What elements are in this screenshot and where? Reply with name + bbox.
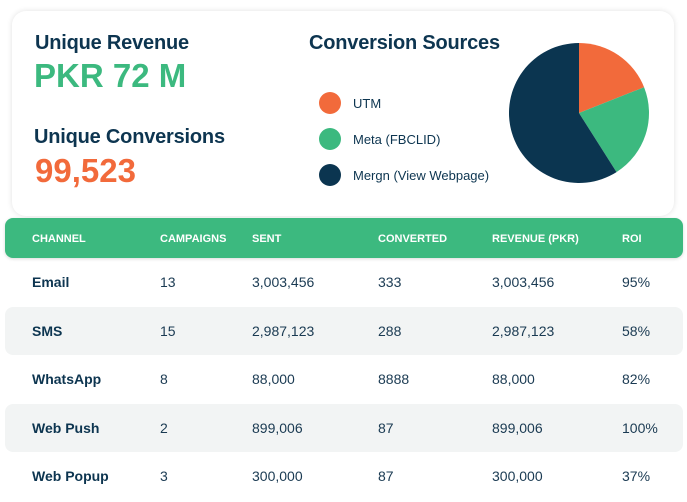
conversions-value: 99,523 <box>35 152 136 189</box>
roi-cell: 100% <box>622 419 658 436</box>
column-header[interactable]: CHANNEL <box>32 233 86 245</box>
legend-label: Meta (FBCLID) <box>353 131 441 147</box>
sent-cell: 88,000 <box>252 371 295 387</box>
converted-cell: 333 <box>378 274 402 290</box>
campaigns-cell: 13 <box>160 274 176 290</box>
roi-cell: 58% <box>622 322 651 339</box>
table-row[interactable]: Web Push 2 899,006 87 899,006 100% <box>5 403 683 452</box>
revenue-cell: 899,006 <box>492 419 543 436</box>
pie-slice-utm <box>579 43 645 113</box>
legend-item: Meta (FBCLID) <box>319 128 440 150</box>
campaigns-cell: 2 <box>160 419 168 436</box>
chart-title: Conversion Sources <box>309 32 500 54</box>
column-header[interactable]: ROI <box>622 233 642 245</box>
sent-cell: 300,000 <box>252 468 303 484</box>
converted-cell: 288 <box>378 322 402 339</box>
table-row[interactable]: WhatsApp 8 88,000 8888 88,000 82% <box>5 355 683 403</box>
sent-cell: 899,006 <box>252 419 303 436</box>
converted-cell: 8888 <box>378 371 410 387</box>
revenue-cell: 300,000 <box>492 468 543 484</box>
channel-cell: Web Push <box>32 419 100 436</box>
column-header[interactable]: CONVERTED <box>378 233 448 245</box>
table-row[interactable]: Web Popup 3 300,000 87 300,000 37% <box>5 452 683 500</box>
converted-cell: 87 <box>378 468 394 484</box>
roi-cell: 95% <box>622 274 651 290</box>
revenue-value: PKR 72 M <box>34 57 187 94</box>
channel-cell: WhatsApp <box>32 371 102 387</box>
legend-swatch <box>319 128 341 150</box>
channel-cell: SMS <box>32 322 63 339</box>
legend-item: UTM <box>319 92 381 114</box>
channel-cell: Web Popup <box>32 468 109 484</box>
pie-chart <box>508 43 649 183</box>
conversions-label: Unique Conversions <box>34 126 225 148</box>
roi-cell: 82% <box>622 371 651 387</box>
legend-label: UTM <box>353 95 382 111</box>
converted-cell: 87 <box>378 419 394 436</box>
legend-swatch <box>319 92 341 114</box>
pie-slice-mergn-view-webpage- <box>508 43 617 183</box>
legend-label: Mergn (View Webpage) <box>353 167 490 183</box>
column-header[interactable]: CAMPAIGNS <box>160 233 227 245</box>
table-header: CHANNEL CAMPAIGNS SENT CONVERTED REVENUE (PK… <box>5 218 683 258</box>
revenue-label: Unique Revenue <box>35 32 189 54</box>
column-header[interactable]: SENT <box>252 233 282 245</box>
legend-item: Mergn (View Webpage) <box>319 164 489 186</box>
campaigns-cell: 3 <box>160 468 168 484</box>
campaigns-cell: 15 <box>160 322 176 339</box>
revenue-cell: 3,003,456 <box>492 274 555 290</box>
campaigns-cell: 8 <box>160 371 168 387</box>
pie-slice-meta-fbclid- <box>579 87 649 173</box>
roi-cell: 37% <box>622 468 651 484</box>
table-row[interactable]: SMS 15 2,987,123 288 2,987,123 58% <box>5 306 683 355</box>
revenue-cell: 88,000 <box>492 371 535 387</box>
legend-swatch <box>319 164 341 186</box>
column-header[interactable]: REVENUE (PKR) <box>492 233 579 245</box>
table-row[interactable]: Email 13 3,003,456 333 3,003,456 95% <box>5 258 683 306</box>
revenue-cell: 2,987,123 <box>492 322 555 339</box>
sent-cell: 3,003,456 <box>252 274 315 290</box>
sent-cell: 2,987,123 <box>252 322 315 339</box>
channel-cell: Email <box>32 274 70 290</box>
